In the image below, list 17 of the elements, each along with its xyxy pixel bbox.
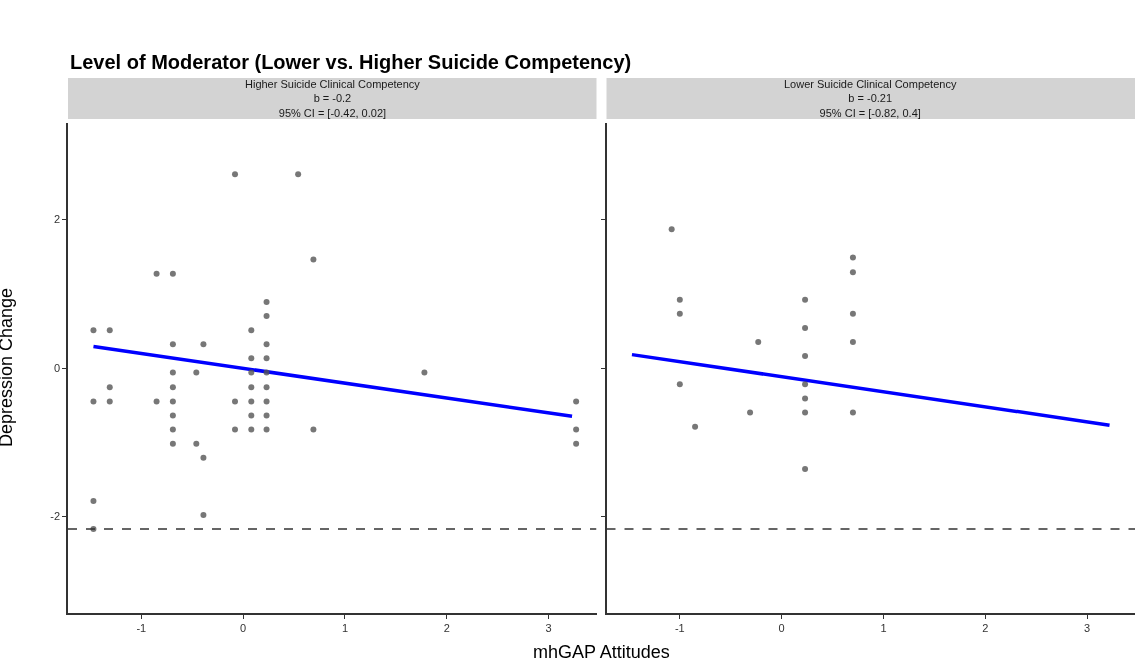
- x-tick-label: 0: [240, 621, 247, 634]
- x-tick-label: 2: [982, 621, 989, 634]
- x-tick-label: 1: [341, 621, 349, 634]
- y-tick-label: 0: [53, 361, 61, 374]
- chart-subtitle: Lower Suicide Clinical Competency b = -0.21 95% CI = [-0.82, 0.4]: [784, 78, 957, 119]
- x-axis-title: mhGAP Attitudes: [533, 642, 670, 662]
- x-tick-label: -1: [136, 621, 147, 634]
- x-tick-label: -1: [674, 621, 685, 634]
- x-tick-label: 0: [778, 621, 785, 634]
- y-tick-label: -2: [50, 510, 61, 523]
- x-tick-label: 3: [1084, 621, 1091, 634]
- x-tick-label: 2: [443, 621, 450, 634]
- x-tick-label: 3: [545, 621, 552, 634]
- chart-title: Level of Moderator (Lower vs. Higher Suicide Competency): [70, 51, 632, 73]
- y-tick-label: 2: [53, 213, 61, 226]
- chart-subtitle: Higher Suicide Clinical Competency b = -0.2 95% CI = [-0.42, 0.02]: [245, 78, 421, 119]
- x-tick-label: 1: [880, 621, 887, 634]
